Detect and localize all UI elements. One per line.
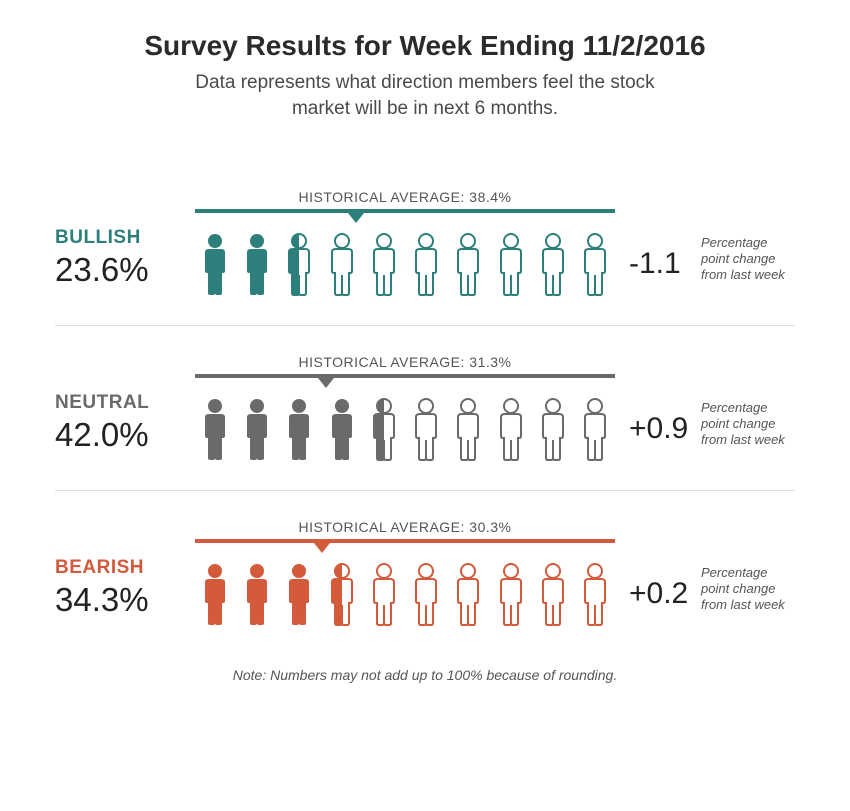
page-title: Survey Results for Week Ending 11/2/2016 [55, 30, 795, 62]
sentiment-label: BULLISH [55, 227, 195, 249]
historical-bar [195, 374, 615, 378]
sentiment-row-bearish: BEARISH34.3% HISTORICAL AVERAGE: 30.3% +0… [55, 490, 795, 655]
page-subtitle: Data represents what direction members f… [185, 70, 665, 121]
historical-marker-icon [348, 213, 364, 223]
label-block: BULLISH23.6% [55, 227, 195, 297]
person-icon [575, 561, 615, 627]
change-number: +0.2 [629, 577, 695, 611]
historical-average-label: HISTORICAL AVERAGE: 38.4% [195, 189, 615, 205]
change-value: -1.1 [615, 247, 695, 297]
person-icon [322, 231, 362, 297]
person-icon [364, 231, 404, 297]
person-icon [406, 231, 446, 297]
person-icon [195, 231, 235, 297]
person-icon [279, 231, 319, 297]
person-icon [448, 396, 488, 462]
label-block: BEARISH34.3% [55, 557, 195, 627]
pictograph-block: HISTORICAL AVERAGE: 31.3% [195, 354, 615, 462]
sentiment-row-bullish: BULLISH23.6% HISTORICAL AVERAGE: 38.4% -1… [55, 161, 795, 325]
person-icon [237, 396, 277, 462]
person-icon [406, 561, 446, 627]
change-caption: Percentage point change from last week [695, 565, 795, 628]
historical-marker-icon [318, 378, 334, 388]
person-icon [575, 396, 615, 462]
person-icon [491, 396, 531, 462]
person-icon [491, 561, 531, 627]
person-icon [533, 561, 573, 627]
label-block: NEUTRAL42.0% [55, 392, 195, 462]
change-value: +0.2 [615, 577, 695, 627]
person-icon [237, 231, 277, 297]
change-caption: Percentage point change from last week [695, 235, 795, 298]
historical-average-label: HISTORICAL AVERAGE: 30.3% [195, 519, 615, 535]
historical-bar [195, 209, 615, 213]
sentiment-percent: 42.0% [55, 416, 195, 454]
person-icon [491, 231, 531, 297]
infographic-container: Survey Results for Week Ending 11/2/2016… [0, 0, 850, 703]
historical-marker-icon [314, 543, 330, 553]
footnote: Note: Numbers may not add up to 100% bec… [55, 667, 795, 683]
person-icon [279, 561, 319, 627]
pictograph-block: HISTORICAL AVERAGE: 30.3% [195, 519, 615, 627]
person-icon [406, 396, 446, 462]
person-icon [195, 561, 235, 627]
person-icons [195, 231, 615, 297]
person-icon [195, 396, 235, 462]
change-number: +0.9 [629, 412, 695, 446]
change-caption: Percentage point change from last week [695, 400, 795, 463]
change-number: -1.1 [629, 247, 695, 281]
person-icon [322, 561, 362, 627]
sentiment-percent: 23.6% [55, 251, 195, 289]
person-icon [448, 561, 488, 627]
sentiment-label: NEUTRAL [55, 392, 195, 414]
person-icon [575, 231, 615, 297]
person-icons [195, 561, 615, 627]
person-icon [279, 396, 319, 462]
sentiment-rows: BULLISH23.6% HISTORICAL AVERAGE: 38.4% -1… [55, 161, 795, 655]
person-icon [533, 396, 573, 462]
historical-bar [195, 539, 615, 543]
person-icon [322, 396, 362, 462]
person-icon [364, 561, 404, 627]
sentiment-label: BEARISH [55, 557, 195, 579]
change-value: +0.9 [615, 412, 695, 462]
person-icons [195, 396, 615, 462]
pictograph-block: HISTORICAL AVERAGE: 38.4% [195, 189, 615, 297]
historical-average-label: HISTORICAL AVERAGE: 31.3% [195, 354, 615, 370]
person-icon [364, 396, 404, 462]
sentiment-percent: 34.3% [55, 581, 195, 619]
person-icon [533, 231, 573, 297]
person-icon [237, 561, 277, 627]
person-icon [448, 231, 488, 297]
sentiment-row-neutral: NEUTRAL42.0% HISTORICAL AVERAGE: 31.3% +0… [55, 325, 795, 490]
